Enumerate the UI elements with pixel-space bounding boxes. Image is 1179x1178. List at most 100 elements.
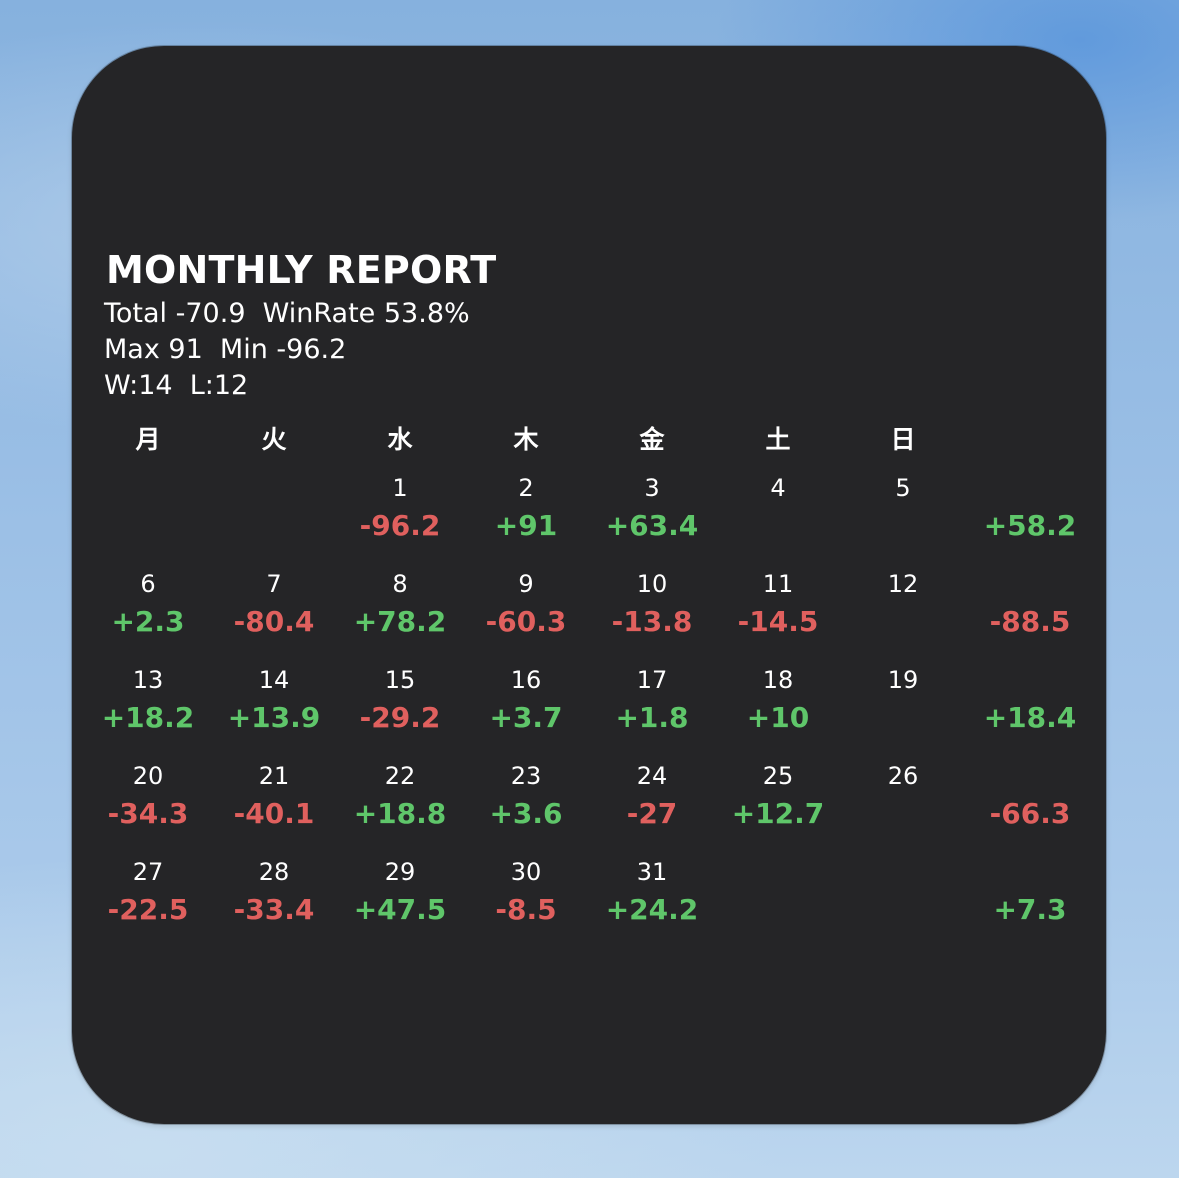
day-pnl-value: +24.2 [605,893,699,926]
day-number [211,470,337,506]
day-pnl-value: -40.1 [233,797,315,830]
day-number: 5 [895,474,911,502]
day-pnl-value [840,602,966,642]
day-cell: 2 +91 [463,464,589,546]
stats-win-loss: W:14 L:12 [104,370,249,401]
day-cell: 5 [840,464,966,546]
day-number: 24 [636,762,668,790]
day-cell: 3 +63.4 [589,464,715,546]
weekday-label-fri: 金 [639,425,665,454]
weekday-header-row: 月火水木金土日 [72,416,1106,464]
day-number: 8 [392,570,408,598]
day-cell [840,848,966,930]
day-number: 2 [518,474,534,502]
day-pnl-value: -34.3 [107,797,189,830]
weekday-label-wed: 水 [387,425,413,454]
day-pnl-value [211,506,337,546]
report-title: MONTHLY REPORT [106,248,497,292]
day-cell: 21 -40.1 [211,752,337,834]
day-cell: 18 +10 [715,656,841,738]
day-cell: 23 +3.6 [463,752,589,834]
day-pnl-value: -22.5 [107,893,189,926]
day-cell: 14 +13.9 [211,656,337,738]
weekly-total-cell: +58.2 [967,464,1093,546]
weekly-total-cell: +18.4 [967,656,1093,738]
day-pnl-value: -27 [626,797,678,830]
day-number: 13 [132,666,164,694]
day-cell: 28 -33.4 [211,848,337,930]
day-cell: 10 -13.8 [589,560,715,642]
day-cell: 24 -27 [589,752,715,834]
day-cell: 6 +2.3 [85,560,211,642]
day-pnl-value [840,698,966,738]
day-cell: 7 -80.4 [211,560,337,642]
weekly-total-value: -66.3 [989,797,1071,830]
weekly-total-cell: -66.3 [967,752,1093,834]
day-cell: 30 -8.5 [463,848,589,930]
weekday-label-tue: 火 [261,425,287,454]
day-pnl-value: +47.5 [353,893,447,926]
day-number: 30 [510,858,542,886]
day-pnl-value: -13.8 [611,605,693,638]
weekday-label-sat: 土 [765,425,791,454]
weekly-total-value: +58.2 [983,509,1077,542]
day-cell: 19 [840,656,966,738]
calendar-grid: 月火水木金土日 1 -96.2 2 +91 3 +63.4 4 5 +58.2 6 +2.3 7 -80… [72,416,1106,944]
day-cell: 13 +18.2 [85,656,211,738]
day-number: 14 [258,666,290,694]
day-number: 17 [636,666,668,694]
day-number: 26 [887,762,919,790]
day-number: 18 [762,666,794,694]
day-number: 10 [636,570,668,598]
weekly-total-cell: -88.5 [967,560,1093,642]
day-pnl-value: -14.5 [737,605,819,638]
weekday-label-thu: 木 [513,425,539,454]
day-pnl-value: -8.5 [495,893,557,926]
day-cell: 26 [840,752,966,834]
day-pnl-value: +10 [746,701,810,734]
day-number: 4 [770,474,786,502]
day-cell: 25 +12.7 [715,752,841,834]
week-row: 13 +18.2 14 +13.9 15 -29.2 16 +3.7 17 +1.8 18 +10 19… [72,656,1106,752]
day-number [85,470,211,506]
day-cell: 22 +18.8 [337,752,463,834]
day-pnl-value: -33.4 [233,893,315,926]
weekday-label-sun: 日 [890,425,916,454]
day-cell: 17 +1.8 [589,656,715,738]
week-row: 20 -34.3 21 -40.1 22 +18.8 23 +3.6 24 -27 25 +12.7 2… [72,752,1106,848]
day-number: 15 [384,666,416,694]
day-pnl-value [840,794,966,834]
day-cell: 11 -14.5 [715,560,841,642]
day-pnl-value [715,506,841,546]
day-cell: 31 +24.2 [589,848,715,930]
day-number [840,854,966,890]
day-pnl-value: -60.3 [485,605,567,638]
day-cell: 4 [715,464,841,546]
day-number: 28 [258,858,290,886]
day-cell: 12 [840,560,966,642]
day-pnl-value [715,890,841,930]
day-cell: 20 -34.3 [85,752,211,834]
day-number: 27 [132,858,164,886]
day-cell [715,848,841,930]
monthly-report-widget[interactable]: MONTHLY REPORT Total -70.9 WinRate 53.8%… [72,46,1106,1124]
day-number: 23 [510,762,542,790]
day-pnl-value [85,506,211,546]
day-pnl-value: -96.2 [359,509,441,542]
report-header: MONTHLY REPORT Total -70.9 WinRate 53.8%… [104,246,496,404]
day-pnl-value: +18.2 [101,701,195,734]
day-cell: 8 +78.2 [337,560,463,642]
day-number: 7 [266,570,282,598]
day-number: 31 [636,858,668,886]
day-number: 3 [644,474,660,502]
day-number: 19 [887,666,919,694]
day-cell: 27 -22.5 [85,848,211,930]
day-number: 25 [762,762,794,790]
day-number: 12 [887,570,919,598]
day-number: 1 [392,474,408,502]
day-cell [211,464,337,546]
day-number: 29 [384,858,416,886]
day-pnl-value: +91 [494,509,558,542]
day-pnl-value: +78.2 [353,605,447,638]
day-pnl-value: +13.9 [227,701,321,734]
